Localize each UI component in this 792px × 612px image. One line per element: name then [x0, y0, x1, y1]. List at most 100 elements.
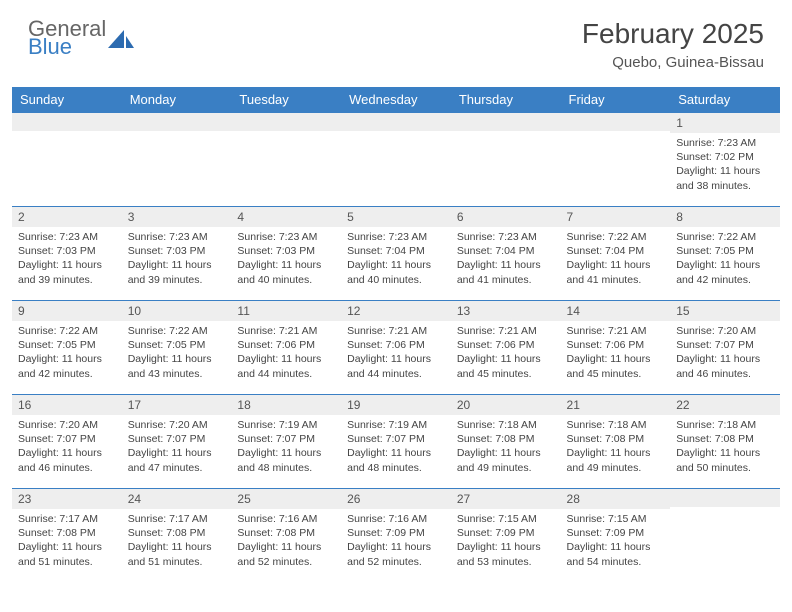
day-cell: 5Sunrise: 7:23 AMSunset: 7:04 PMDaylight… [341, 207, 451, 301]
day-body: Sunrise: 7:20 AMSunset: 7:07 PMDaylight:… [670, 321, 780, 385]
daylight-text: Daylight: 11 hours and 46 minutes. [676, 352, 774, 380]
sunrise-text: Sunrise: 7:18 AM [457, 418, 555, 432]
sunrise-text: Sunrise: 7:20 AM [128, 418, 226, 432]
day-cell: 9Sunrise: 7:22 AMSunset: 7:05 PMDaylight… [12, 301, 122, 395]
sunrise-text: Sunrise: 7:23 AM [676, 136, 774, 150]
location-label: Quebo, Guinea-Bissau [582, 54, 764, 71]
daylight-text: Daylight: 11 hours and 41 minutes. [457, 258, 555, 286]
sunrise-text: Sunrise: 7:21 AM [347, 324, 445, 338]
sunrise-text: Sunrise: 7:15 AM [567, 512, 665, 526]
day-number: 13 [451, 301, 561, 321]
day-number: 6 [451, 207, 561, 227]
day-body [12, 131, 122, 138]
daylight-text: Daylight: 11 hours and 44 minutes. [347, 352, 445, 380]
sunset-text: Sunset: 7:08 PM [676, 432, 774, 446]
sunset-text: Sunset: 7:07 PM [347, 432, 445, 446]
sunset-text: Sunset: 7:02 PM [676, 150, 774, 164]
day-number [231, 113, 341, 131]
day-number: 12 [341, 301, 451, 321]
day-body: Sunrise: 7:16 AMSunset: 7:09 PMDaylight:… [341, 509, 451, 573]
sunrise-text: Sunrise: 7:23 AM [457, 230, 555, 244]
title-block: February 2025 Quebo, Guinea-Bissau [582, 18, 764, 71]
daylight-text: Daylight: 11 hours and 52 minutes. [347, 540, 445, 568]
daylight-text: Daylight: 11 hours and 51 minutes. [128, 540, 226, 568]
sunset-text: Sunset: 7:06 PM [567, 338, 665, 352]
sunset-text: Sunset: 7:09 PM [347, 526, 445, 540]
day-number: 8 [670, 207, 780, 227]
day-body: Sunrise: 7:17 AMSunset: 7:08 PMDaylight:… [122, 509, 232, 573]
sunrise-text: Sunrise: 7:17 AM [128, 512, 226, 526]
week-row: 9Sunrise: 7:22 AMSunset: 7:05 PMDaylight… [12, 301, 780, 395]
day-cell: 13Sunrise: 7:21 AMSunset: 7:06 PMDayligh… [451, 301, 561, 395]
day-body: Sunrise: 7:23 AMSunset: 7:03 PMDaylight:… [122, 227, 232, 291]
day-number: 15 [670, 301, 780, 321]
day-cell: 17Sunrise: 7:20 AMSunset: 7:07 PMDayligh… [122, 395, 232, 489]
day-cell: 12Sunrise: 7:21 AMSunset: 7:06 PMDayligh… [341, 301, 451, 395]
day-body [670, 507, 780, 514]
sunrise-text: Sunrise: 7:22 AM [676, 230, 774, 244]
day-body: Sunrise: 7:15 AMSunset: 7:09 PMDaylight:… [451, 509, 561, 573]
sunset-text: Sunset: 7:04 PM [457, 244, 555, 258]
day-body: Sunrise: 7:18 AMSunset: 7:08 PMDaylight:… [670, 415, 780, 479]
sunset-text: Sunset: 7:07 PM [676, 338, 774, 352]
sunrise-text: Sunrise: 7:16 AM [237, 512, 335, 526]
sunrise-text: Sunrise: 7:21 AM [567, 324, 665, 338]
day-number [122, 113, 232, 131]
day-cell: 22Sunrise: 7:18 AMSunset: 7:08 PMDayligh… [670, 395, 780, 489]
day-cell: 6 Sunrise: 7:23 AMSunset: 7:04 PMDaylight… [451, 207, 561, 301]
day-number: 23 [12, 489, 122, 509]
day-number: 11 [231, 301, 341, 321]
sunset-text: Sunset: 7:07 PM [128, 432, 226, 446]
day-number: 5 [341, 207, 451, 227]
day-body: Sunrise: 7:22 AMSunset: 7:04 PMDaylight:… [561, 227, 671, 291]
day-cell: 23Sunrise: 7:17 AMSunset: 7:08 PMDayligh… [12, 489, 122, 583]
week-row: 23Sunrise: 7:17 AMSunset: 7:08 PMDayligh… [12, 489, 780, 583]
daylight-text: Daylight: 11 hours and 39 minutes. [18, 258, 116, 286]
dow-friday: Friday [561, 87, 671, 113]
calendar-body: 1Sunrise: 7:23 AMSunset: 7:02 PMDaylight… [12, 113, 780, 583]
day-cell: 20Sunrise: 7:18 AMSunset: 7:08 PMDayligh… [451, 395, 561, 489]
day-body [122, 131, 232, 138]
day-cell: 24Sunrise: 7:17 AMSunset: 7:08 PMDayligh… [122, 489, 232, 583]
sunrise-text: Sunrise: 7:16 AM [347, 512, 445, 526]
day-body: Sunrise: 7:23 AMSunset: 7:03 PMDaylight:… [12, 227, 122, 291]
daylight-text: Daylight: 11 hours and 40 minutes. [237, 258, 335, 286]
daylight-text: Daylight: 11 hours and 49 minutes. [457, 446, 555, 474]
dow-monday: Monday [122, 87, 232, 113]
day-number: 24 [122, 489, 232, 509]
day-cell: 14Sunrise: 7:21 AMSunset: 7:06 PMDayligh… [561, 301, 671, 395]
day-number: 9 [12, 301, 122, 321]
daylight-text: Daylight: 11 hours and 48 minutes. [347, 446, 445, 474]
day-body: Sunrise: 7:23 AMSunset: 7:03 PMDaylight:… [231, 227, 341, 291]
brand-text: General Blue [28, 18, 106, 58]
day-body: Sunrise: 7:21 AMSunset: 7:06 PMDaylight:… [451, 321, 561, 385]
header: General Blue February 2025 Quebo, Guinea… [0, 0, 792, 81]
dow-wednesday: Wednesday [341, 87, 451, 113]
daylight-text: Daylight: 11 hours and 48 minutes. [237, 446, 335, 474]
day-number: 25 [231, 489, 341, 509]
sunset-text: Sunset: 7:09 PM [567, 526, 665, 540]
day-body: Sunrise: 7:23 AMSunset: 7:02 PMDaylight:… [670, 133, 780, 197]
daylight-text: Daylight: 11 hours and 40 minutes. [347, 258, 445, 286]
sunset-text: Sunset: 7:06 PM [347, 338, 445, 352]
day-cell: 25Sunrise: 7:16 AMSunset: 7:08 PMDayligh… [231, 489, 341, 583]
daylight-text: Daylight: 11 hours and 39 minutes. [128, 258, 226, 286]
daylight-text: Daylight: 11 hours and 50 minutes. [676, 446, 774, 474]
day-body: Sunrise: 7:16 AMSunset: 7:08 PMDaylight:… [231, 509, 341, 573]
day-cell: 16Sunrise: 7:20 AMSunset: 7:07 PMDayligh… [12, 395, 122, 489]
day-body: Sunrise: 7:22 AMSunset: 7:05 PMDaylight:… [670, 227, 780, 291]
sunset-text: Sunset: 7:07 PM [237, 432, 335, 446]
day-number: 3 [122, 207, 232, 227]
day-cell: 11Sunrise: 7:21 AMSunset: 7:06 PMDayligh… [231, 301, 341, 395]
day-number: 16 [12, 395, 122, 415]
daylight-text: Daylight: 11 hours and 47 minutes. [128, 446, 226, 474]
day-cell [451, 113, 561, 207]
day-body: Sunrise: 7:21 AMSunset: 7:06 PMDaylight:… [341, 321, 451, 385]
day-number [451, 113, 561, 131]
sunrise-text: Sunrise: 7:23 AM [18, 230, 116, 244]
day-body: Sunrise: 7:18 AMSunset: 7:08 PMDaylight:… [561, 415, 671, 479]
day-body: Sunrise: 7:19 AMSunset: 7:07 PMDaylight:… [231, 415, 341, 479]
day-body: Sunrise: 7:15 AMSunset: 7:09 PMDaylight:… [561, 509, 671, 573]
day-number: 10 [122, 301, 232, 321]
day-cell: 2Sunrise: 7:23 AMSunset: 7:03 PMDaylight… [12, 207, 122, 301]
